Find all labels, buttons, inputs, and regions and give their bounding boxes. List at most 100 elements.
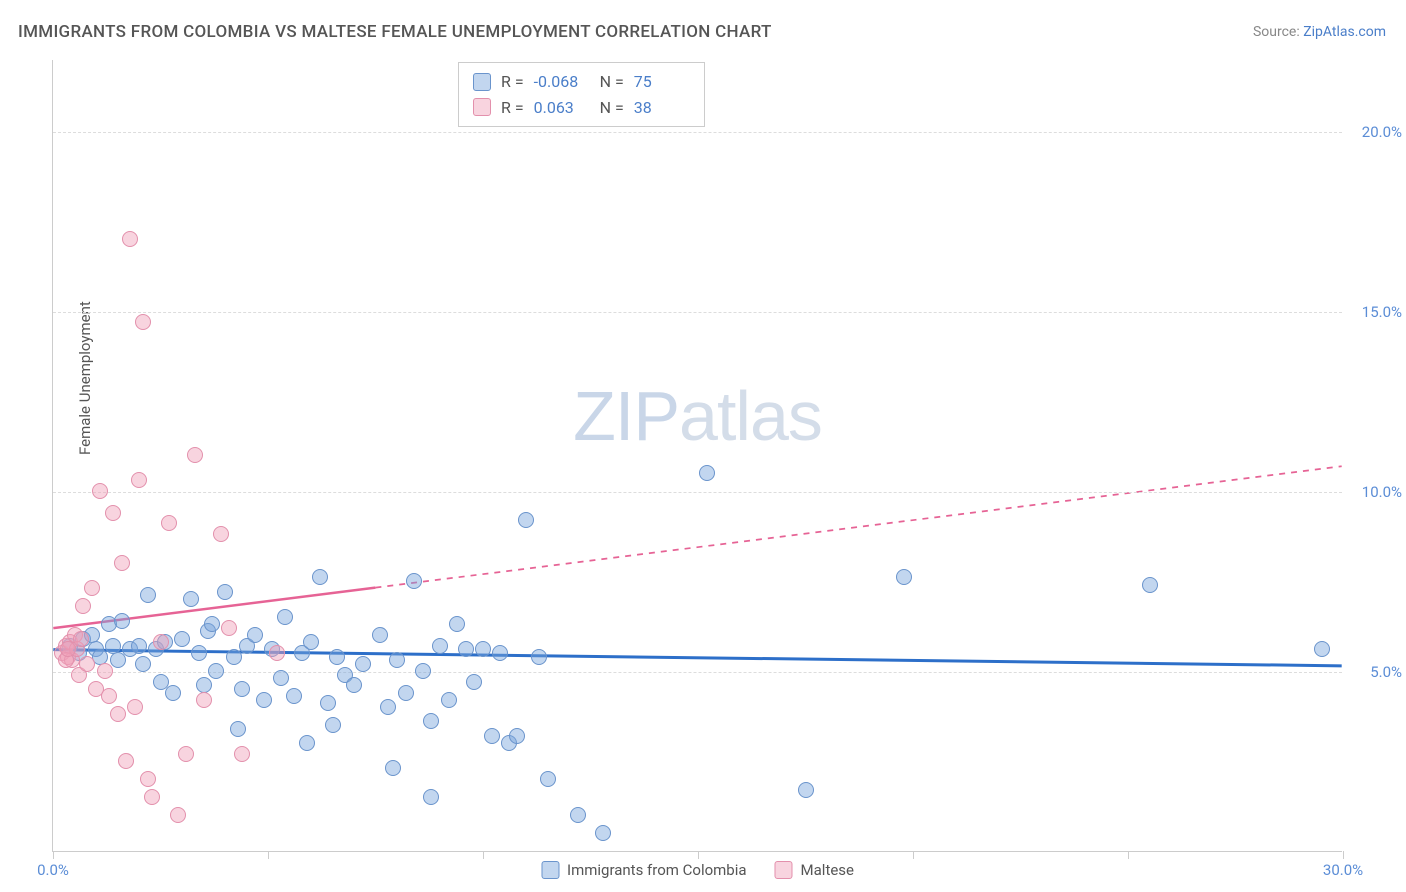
scatter-point bbox=[406, 573, 422, 589]
x-tick-label: 0.0% bbox=[37, 861, 69, 879]
scatter-point bbox=[484, 728, 500, 744]
x-tick bbox=[268, 851, 269, 859]
scatter-point bbox=[247, 627, 263, 643]
scatter-point bbox=[79, 656, 95, 672]
watermark: ZIPatlas bbox=[573, 376, 822, 456]
y-tick-label: 5.0% bbox=[1370, 663, 1402, 681]
scatter-point bbox=[325, 717, 341, 733]
scatter-point bbox=[531, 649, 547, 665]
scatter-point bbox=[178, 746, 194, 762]
gridline bbox=[53, 132, 1342, 133]
scatter-point bbox=[346, 677, 362, 693]
scatter-point bbox=[423, 789, 439, 805]
x-tick bbox=[1343, 851, 1344, 859]
scatter-point bbox=[140, 771, 156, 787]
gridline bbox=[53, 672, 1342, 673]
scatter-point bbox=[398, 685, 414, 701]
scatter-point bbox=[226, 649, 242, 665]
x-tick bbox=[53, 851, 54, 859]
legend-swatch bbox=[473, 98, 491, 116]
scatter-point bbox=[153, 634, 169, 650]
stats-row: R = 0.063N =38 bbox=[473, 95, 690, 121]
scatter-point bbox=[1142, 577, 1158, 593]
scatter-point bbox=[595, 825, 611, 841]
bottom-legend: Immigrants from Colombia Maltese bbox=[541, 861, 854, 879]
scatter-point bbox=[540, 771, 556, 787]
stats-legend-box: R =-0.068N =75R = 0.063N =38 bbox=[458, 62, 705, 127]
scatter-point bbox=[118, 753, 134, 769]
scatter-point bbox=[475, 641, 491, 657]
scatter-point bbox=[449, 616, 465, 632]
chart-source: Source: ZipAtlas.com bbox=[1253, 24, 1386, 40]
scatter-point bbox=[196, 692, 212, 708]
scatter-point bbox=[432, 638, 448, 654]
scatter-point bbox=[570, 807, 586, 823]
scatter-point bbox=[312, 569, 328, 585]
scatter-point bbox=[798, 782, 814, 798]
scatter-point bbox=[84, 580, 100, 596]
legend-swatch bbox=[473, 73, 491, 91]
n-label: N = bbox=[600, 69, 624, 95]
scatter-point bbox=[441, 692, 457, 708]
trend-lines-svg bbox=[53, 60, 1342, 851]
scatter-point bbox=[277, 609, 293, 625]
legend-item: Maltese bbox=[775, 861, 854, 879]
scatter-point bbox=[161, 515, 177, 531]
gridline bbox=[53, 312, 1342, 313]
scatter-point bbox=[114, 613, 130, 629]
scatter-point bbox=[131, 472, 147, 488]
scatter-point bbox=[329, 649, 345, 665]
scatter-point bbox=[174, 631, 190, 647]
legend-label: Immigrants from Colombia bbox=[567, 861, 747, 879]
x-tick bbox=[1128, 851, 1129, 859]
scatter-point bbox=[110, 652, 126, 668]
scatter-point bbox=[466, 674, 482, 690]
legend-swatch bbox=[775, 861, 793, 879]
legend-swatch bbox=[541, 861, 559, 879]
scatter-point bbox=[1314, 641, 1330, 657]
scatter-point bbox=[217, 584, 233, 600]
scatter-point bbox=[144, 789, 160, 805]
scatter-point bbox=[230, 721, 246, 737]
scatter-point bbox=[355, 656, 371, 672]
scatter-point bbox=[101, 688, 117, 704]
gridline bbox=[53, 492, 1342, 493]
scatter-point bbox=[92, 483, 108, 499]
scatter-point bbox=[135, 314, 151, 330]
scatter-point bbox=[187, 447, 203, 463]
scatter-point bbox=[385, 760, 401, 776]
x-tick bbox=[913, 851, 914, 859]
chart-container: IMMIGRANTS FROM COLOMBIA VS MALTESE FEMA… bbox=[0, 0, 1406, 892]
scatter-point bbox=[458, 641, 474, 657]
n-label: N = bbox=[600, 95, 624, 121]
scatter-point bbox=[273, 670, 289, 686]
scatter-point bbox=[299, 735, 315, 751]
scatter-point bbox=[105, 505, 121, 521]
y-tick-label: 20.0% bbox=[1362, 123, 1402, 141]
r-value: -0.068 bbox=[534, 69, 590, 95]
x-tick bbox=[698, 851, 699, 859]
scatter-point bbox=[286, 688, 302, 704]
x-tick bbox=[483, 851, 484, 859]
scatter-point bbox=[183, 591, 199, 607]
scatter-point bbox=[320, 695, 336, 711]
scatter-point bbox=[208, 663, 224, 679]
scatter-point bbox=[423, 713, 439, 729]
scatter-point bbox=[699, 465, 715, 481]
scatter-point bbox=[135, 656, 151, 672]
scatter-point bbox=[73, 631, 89, 647]
plot-area: ZIPatlas R =-0.068N =75R = 0.063N =38 Im… bbox=[52, 60, 1342, 852]
scatter-point bbox=[256, 692, 272, 708]
y-tick-label: 10.0% bbox=[1362, 483, 1402, 501]
scatter-point bbox=[234, 681, 250, 697]
r-value: 0.063 bbox=[534, 95, 590, 121]
watermark-atlas: atlas bbox=[679, 377, 822, 455]
scatter-point bbox=[170, 807, 186, 823]
scatter-point bbox=[131, 638, 147, 654]
scatter-point bbox=[303, 634, 319, 650]
source-link[interactable]: ZipAtlas.com bbox=[1303, 24, 1386, 40]
scatter-point bbox=[234, 746, 250, 762]
stats-row: R =-0.068N =75 bbox=[473, 69, 690, 95]
watermark-zip: ZIP bbox=[573, 377, 679, 455]
scatter-point bbox=[221, 620, 237, 636]
